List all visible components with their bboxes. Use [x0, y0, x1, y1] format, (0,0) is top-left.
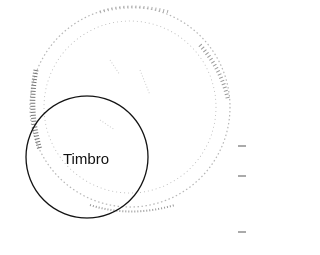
stamp-label: Timbro: [63, 151, 109, 168]
page: Timbro (() => { const data = JSON.parse(…: [0, 0, 250, 255]
scan: Timbro: [0, 0, 250, 255]
scan-marks: [238, 146, 246, 232]
faint-stamp: [30, 7, 230, 212]
